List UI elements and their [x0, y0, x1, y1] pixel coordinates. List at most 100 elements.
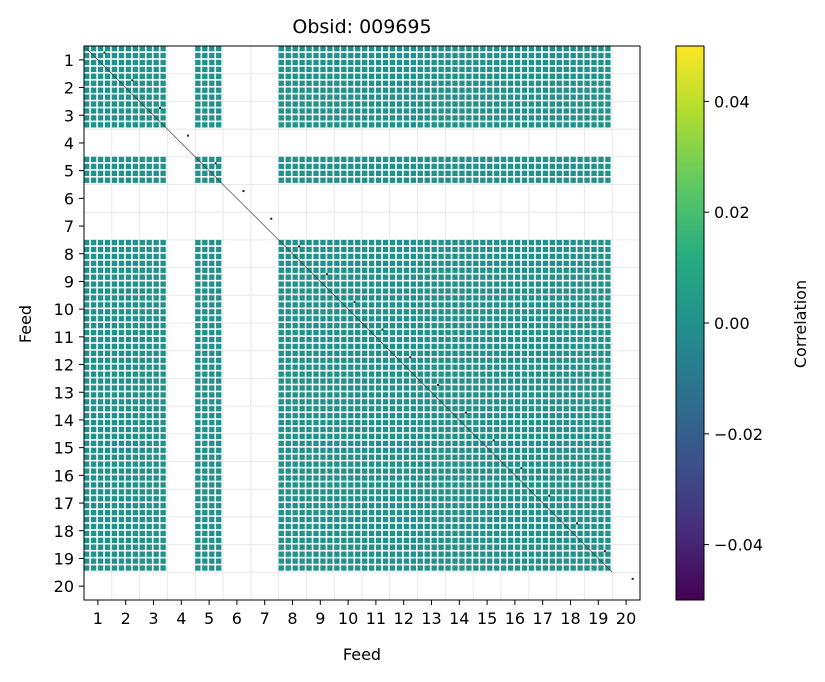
heatmap-cell — [389, 516, 416, 543]
heatmap-subcell — [487, 440, 493, 447]
heatmap-subcell — [542, 177, 549, 183]
heatmap-subcell — [403, 295, 410, 301]
heatmap-subcell — [528, 163, 535, 170]
heatmap-subcell — [591, 482, 597, 488]
heatmap-subcell — [146, 267, 152, 273]
heatmap-subcell — [97, 461, 104, 467]
heatmap-subcell — [320, 558, 326, 564]
heatmap-subcell — [563, 357, 569, 363]
heatmap-subcell — [368, 295, 375, 301]
heatmap-subcell — [355, 558, 361, 564]
heatmap-subcell — [438, 87, 444, 93]
heatmap-subcell — [84, 558, 90, 564]
heatmap-subcell — [445, 94, 451, 100]
heatmap-subcell — [535, 115, 542, 121]
heatmap-cell — [195, 239, 222, 266]
heatmap-subcell — [542, 371, 549, 377]
heatmap-subcell — [202, 115, 208, 121]
heatmap-subcell — [507, 170, 514, 176]
heatmap-subcell — [487, 295, 493, 301]
heatmap-subcell — [389, 80, 396, 86]
heatmap-subcell — [514, 177, 521, 183]
heatmap-subcell — [396, 558, 403, 564]
heatmap-subcell — [535, 295, 542, 301]
heatmap-subcell — [90, 558, 97, 564]
heatmap-subcell — [598, 509, 604, 516]
heatmap-subcell — [355, 274, 361, 280]
heatmap-subcell — [535, 399, 542, 405]
heatmap-subcell — [313, 177, 319, 183]
heatmap-cell — [445, 73, 472, 100]
heatmap-subcell — [355, 177, 361, 183]
heatmap-subcell — [153, 516, 159, 523]
heatmap-subcell — [139, 46, 145, 52]
heatmap-subcell — [473, 343, 479, 350]
heatmap-subcell — [216, 447, 222, 453]
heatmap-subcell — [487, 551, 493, 557]
heatmap-subcell — [514, 122, 521, 128]
heatmap-subcell — [563, 253, 569, 260]
heatmap-subcell — [521, 329, 528, 336]
heatmap-subcell — [514, 447, 521, 453]
heatmap-subcell — [556, 122, 562, 128]
heatmap-subcell — [494, 329, 500, 336]
heatmap-subcell — [278, 274, 284, 280]
heatmap-subcell — [195, 87, 201, 93]
heatmap-cell — [334, 101, 361, 128]
heatmap-subcell — [111, 46, 118, 52]
heatmap-subcell — [535, 385, 542, 391]
x-axis-ticks: 1 2 3 4 5 6 7 8 9 10 11 12 13 14 15 16 17 18 19 20 — [93, 600, 636, 628]
heatmap-subcell — [556, 302, 562, 308]
heatmap-subcell — [431, 454, 437, 460]
heatmap-subcell — [452, 523, 458, 530]
heatmap-subcell — [362, 558, 368, 564]
heatmap-subcell — [396, 281, 403, 287]
heatmap-subcell — [535, 87, 542, 93]
heatmap-subcell — [320, 288, 326, 294]
colorbar-ticks: −0.04−0.020.000.020.04 — [704, 92, 763, 555]
heatmap-subcell — [424, 87, 430, 93]
heatmap-subcell — [514, 544, 521, 550]
heatmap-subcell — [389, 419, 396, 426]
heatmap-subcell — [153, 523, 159, 530]
heatmap-subcell — [549, 329, 555, 336]
heatmap-subcell — [334, 544, 340, 550]
heatmap-subcell — [97, 274, 104, 280]
heatmap-subcell — [591, 66, 597, 73]
heatmap-subcell — [209, 509, 215, 516]
heatmap-subcell — [542, 59, 549, 66]
heatmap-subcell — [195, 371, 201, 377]
heatmap-subcell — [334, 447, 340, 453]
heatmap-subcell — [320, 115, 326, 121]
heatmap-subcell — [424, 350, 430, 357]
heatmap-subcell — [549, 433, 555, 440]
heatmap-subcell — [396, 385, 403, 391]
heatmap-subcell — [466, 350, 472, 357]
heatmap-subcell — [403, 274, 410, 280]
heatmap-subcell — [132, 399, 138, 405]
heatmap-subcell — [278, 530, 284, 537]
heatmap-cell — [556, 101, 583, 128]
heatmap-cell — [473, 46, 500, 73]
heatmap-subcell — [584, 73, 590, 80]
heatmap-subcell — [327, 253, 333, 260]
heatmap-subcell — [146, 413, 152, 419]
heatmap-subcell — [202, 516, 208, 523]
heatmap-cell — [195, 295, 222, 322]
heatmap-subcell — [605, 101, 611, 107]
heatmap-subcell — [507, 496, 514, 502]
heatmap-cell — [139, 46, 166, 73]
heatmap-subcell — [396, 426, 403, 433]
heatmap-subcell — [438, 316, 444, 322]
heatmap-subcell — [584, 523, 590, 530]
heatmap-subcell — [209, 260, 215, 266]
heatmap-subcell — [292, 343, 298, 350]
heatmap-subcell — [521, 537, 528, 543]
heatmap-subcell — [431, 94, 437, 100]
heatmap-cell — [334, 461, 361, 488]
heatmap-subcell — [348, 475, 354, 481]
heatmap-subcell — [209, 385, 215, 391]
heatmap-subcell — [139, 371, 145, 377]
heatmap-subcell — [146, 565, 152, 571]
heatmap-subcell — [452, 343, 458, 350]
